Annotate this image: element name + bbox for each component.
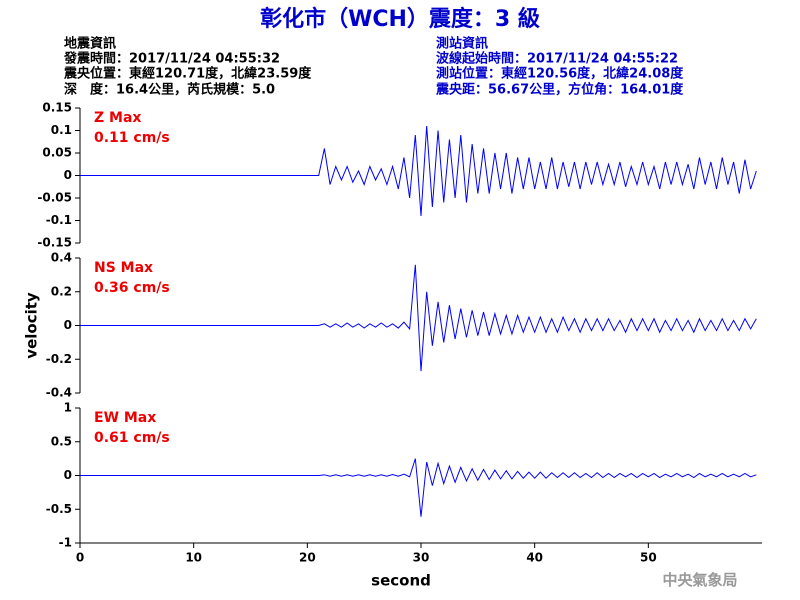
x-tick-label: 20 [299,551,316,565]
y-tick-label: -0.05 [37,191,72,205]
trace [80,125,757,217]
x-tick-label: 50 [640,551,657,565]
y-tick-label: 0 [64,468,72,482]
trace [80,458,757,517]
info-right: 震央距：56.67公里，方位角：164.01度 [435,82,684,98]
max-annotation: 0.11 cm/s [94,130,170,146]
y-tick-label: -1 [59,536,72,550]
y-tick-label: 1 [64,401,72,415]
y-tick-label: -0.15 [37,236,72,250]
chart-title: 彰化市（WCH）震度：3 級 [260,6,540,32]
y-tick-label: 0 [64,168,72,182]
x-tick-label: 0 [76,551,84,565]
y-tick-label: 0.1 [51,123,72,137]
y-tick-label: 0.5 [51,434,72,448]
y-tick-label: -0.1 [46,213,72,227]
y-tick-label: 0.2 [51,284,72,298]
info-left: 發震時間：2017/11/24 04:55:32 [63,51,280,67]
max-annotation: EW Max [94,410,156,426]
info-right: 測站位置：東經120.56度，北緯24.08度 [436,66,684,82]
y-tick-label: 0.4 [51,251,72,265]
max-annotation: 0.61 cm/s [94,430,170,446]
info-right: 測站資訊 [436,36,488,52]
y-tick-label: 0.15 [42,101,72,115]
watermark: 中央氣象局 [662,571,737,589]
info-left: 深 度：16.4公里，芮氏規模：5.0 [64,82,275,98]
x-axis-label: second [371,572,431,590]
max-annotation: Z Max [94,110,141,126]
max-annotation: 0.36 cm/s [94,280,170,296]
trace [80,264,757,372]
y-tick-label: 0 [64,318,72,332]
info-left: 震央位置：東經120.71度，北緯23.59度 [63,66,312,82]
x-tick-label: 40 [526,551,543,565]
y-tick-label: -0.2 [46,352,72,366]
y-tick-label: -0.5 [46,502,72,516]
y-tick-label: -0.4 [46,386,72,400]
info-right: 波線起始時間：2017/11/24 04:55:22 [436,51,678,67]
x-tick-label: 30 [413,551,430,565]
y-axis-label: velocity [23,292,41,359]
x-tick-label: 10 [185,551,202,565]
y-tick-label: 0.05 [42,146,72,160]
max-annotation: NS Max [94,260,153,276]
info-left: 地震資訊 [64,36,116,52]
